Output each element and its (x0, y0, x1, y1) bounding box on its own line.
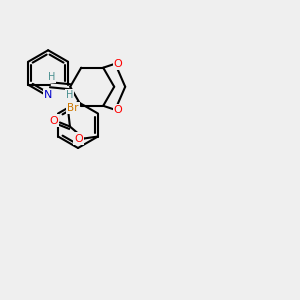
Text: O: O (74, 134, 83, 143)
Text: H: H (47, 72, 55, 82)
Text: O: O (114, 59, 123, 69)
Text: O: O (50, 116, 58, 125)
Text: Br: Br (68, 103, 79, 113)
Text: N: N (44, 90, 52, 100)
Text: O: O (114, 105, 123, 115)
Text: H: H (65, 90, 73, 100)
